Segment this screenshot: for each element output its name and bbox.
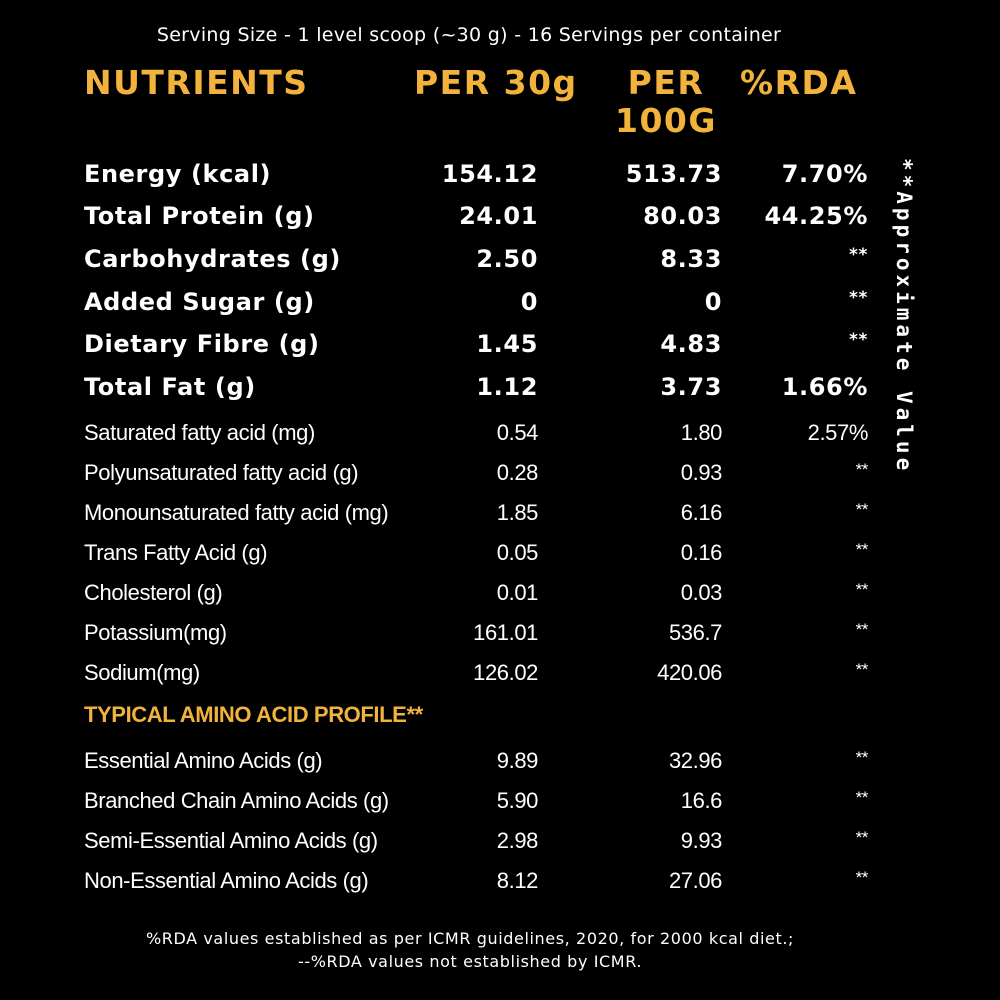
value-per-100g: 1.80	[680, 420, 723, 445]
amino-label: Branched Chain Amino Acids (g)	[84, 788, 389, 813]
nutrient-label: Polyunsaturated fatty acid (g)	[84, 460, 359, 485]
value-per-30g: 0	[520, 288, 538, 316]
value-per-100g: 4.83	[660, 330, 722, 358]
header-per-100g-line1: PER	[627, 63, 705, 102]
nutrient-label: Carbohydrates (g)	[84, 245, 341, 273]
value-rda: **	[855, 868, 869, 887]
nutrient-row: Total Fat (g) 1.12 3.73 1.66%	[0, 373, 1000, 413]
approximate-value-note: **Approximate Value	[892, 158, 916, 475]
value-per-30g: 126.02	[473, 660, 538, 685]
value-rda: 44.25%	[764, 202, 868, 230]
value-rda: **	[855, 748, 869, 767]
value-per-30g: 24.01	[459, 202, 538, 230]
header-nutrients: NUTRIENTS	[84, 63, 309, 102]
footer-icmr-note: --%RDA values not established by ICMR.	[297, 952, 643, 971]
value-rda: **	[855, 460, 869, 479]
header-per-100g: PER 100G	[615, 64, 717, 140]
nutrient-row: Total Protein (g) 24.01 80.03 44.25%	[0, 202, 1000, 242]
value-rda: 2.57%	[807, 420, 869, 445]
value-per-100g: 0.93	[680, 460, 723, 485]
value-per-100g: 9.93	[680, 828, 723, 853]
value-per-100g: 32.96	[668, 748, 722, 773]
value-per-100g: 3.73	[660, 373, 722, 401]
amino-label: Semi-Essential Amino Acids (g)	[84, 828, 378, 853]
value-per-30g: 0.54	[496, 420, 539, 445]
value-per-100g: 0	[704, 288, 722, 316]
amino-acid-section-title: TYPICAL AMINO ACID PROFILE**	[84, 702, 423, 727]
nutrient-label: Total Protein (g)	[84, 202, 315, 230]
amino-label: Essential Amino Acids (g)	[84, 748, 323, 773]
sub-nutrient-row: Sodium(mg) 126.02 420.06 **	[0, 660, 1000, 700]
value-per-100g: 16.6	[680, 788, 723, 813]
value-rda: **	[855, 828, 869, 847]
nutrient-row: Added Sugar (g) 0 0 **	[0, 288, 1000, 328]
sub-nutrient-row: Saturated fatty acid (mg) 0.54 1.80 2.57…	[0, 420, 1000, 460]
value-per-100g: 420.06	[657, 660, 722, 685]
sub-nutrient-row: Polyunsaturated fatty acid (g) 0.28 0.93…	[0, 460, 1000, 500]
value-rda: **	[855, 788, 869, 807]
footer-rda-note: %RDA values established as per ICMR guid…	[145, 929, 795, 948]
value-per-100g: 27.06	[668, 868, 722, 893]
sub-nutrient-row: Cholesterol (g) 0.01 0.03 **	[0, 580, 1000, 620]
sub-nutrient-row: Monounsaturated fatty acid (mg) 1.85 6.1…	[0, 500, 1000, 540]
nutrient-label: Cholesterol (g)	[84, 580, 223, 605]
sub-nutrient-row: Trans Fatty Acid (g) 0.05 0.16 **	[0, 540, 1000, 580]
nutrient-label: Energy (kcal)	[84, 160, 272, 188]
nutrient-row: Energy (kcal) 154.12 513.73 7.70%	[0, 160, 1000, 200]
nutrient-label: Total Fat (g)	[84, 373, 256, 401]
nutrient-label: Trans Fatty Acid (g)	[84, 540, 268, 565]
value-per-30g: 8.12	[496, 868, 539, 893]
value-rda: **	[855, 620, 869, 639]
value-per-100g: 0.16	[680, 540, 723, 565]
nutrient-label: Sodium(mg)	[84, 660, 200, 685]
value-rda: 7.70%	[781, 160, 868, 188]
value-rda: 1.66%	[781, 373, 868, 401]
amino-row: Semi-Essential Amino Acids (g) 2.98 9.93…	[0, 828, 1000, 868]
value-per-30g: 154.12	[441, 160, 538, 188]
value-per-30g: 2.98	[496, 828, 539, 853]
value-per-100g: 80.03	[643, 202, 722, 230]
value-rda: **	[849, 288, 868, 308]
amino-row: Non-Essential Amino Acids (g) 8.12 27.06…	[0, 868, 1000, 908]
value-per-30g: 0.28	[496, 460, 539, 485]
amino-row: Essential Amino Acids (g) 9.89 32.96 **	[0, 748, 1000, 788]
value-per-30g: 161.01	[473, 620, 538, 645]
value-rda: **	[849, 330, 868, 350]
nutrient-label: Potassium(mg)	[84, 620, 227, 645]
value-per-30g: 5.90	[496, 788, 539, 813]
sub-nutrient-row: Potassium(mg) 161.01 536.7 **	[0, 620, 1000, 660]
header-per-30g: PER 30g	[414, 63, 578, 102]
header-per-100g-line2: 100G	[615, 101, 717, 140]
value-rda: **	[855, 500, 869, 519]
amino-label: Non-Essential Amino Acids (g)	[84, 868, 369, 893]
value-per-100g: 536.7	[668, 620, 722, 645]
value-rda: **	[849, 245, 868, 265]
value-rda: **	[855, 580, 869, 599]
value-rda: **	[855, 540, 869, 559]
nutrient-label: Monounsaturated fatty acid (mg)	[84, 500, 389, 525]
value-rda: **	[855, 660, 869, 679]
value-per-30g: 2.50	[476, 245, 538, 273]
nutrient-label: Dietary Fibre (g)	[84, 330, 320, 358]
nutrient-label: Saturated fatty acid (mg)	[84, 420, 315, 445]
amino-row: Branched Chain Amino Acids (g) 5.90 16.6…	[0, 788, 1000, 828]
nutrient-row: Dietary Fibre (g) 1.45 4.83 **	[0, 330, 1000, 370]
value-per-30g: 1.45	[476, 330, 538, 358]
nutrient-label: Added Sugar (g)	[84, 288, 315, 316]
value-per-30g: 9.89	[496, 748, 539, 773]
value-per-30g: 0.01	[496, 580, 539, 605]
value-per-30g: 1.85	[496, 500, 539, 525]
value-per-100g: 0.03	[680, 580, 723, 605]
value-per-30g: 0.05	[496, 540, 539, 565]
value-per-100g: 513.73	[625, 160, 722, 188]
value-per-100g: 6.16	[680, 500, 723, 525]
value-per-100g: 8.33	[660, 245, 722, 273]
value-per-30g: 1.12	[476, 373, 538, 401]
nutrient-row: Carbohydrates (g) 2.50 8.33 **	[0, 245, 1000, 285]
serving-size-text: Serving Size - 1 level scoop (~30 g) - 1…	[156, 24, 782, 46]
header-rda: %RDA	[740, 63, 858, 102]
